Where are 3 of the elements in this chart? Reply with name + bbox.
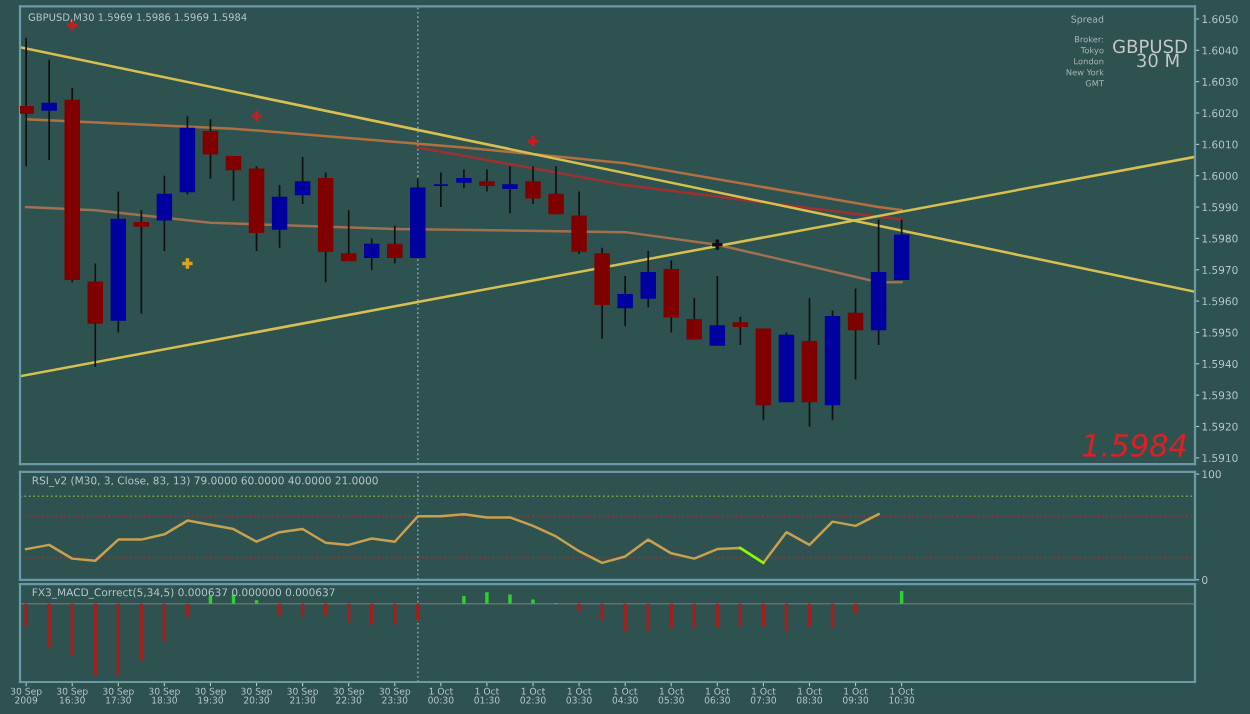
annotation: 1.5984 [1082, 433, 1186, 457]
annotation: GBPUSD [1113, 39, 1187, 54]
annotation: 30 M [1137, 53, 1179, 68]
